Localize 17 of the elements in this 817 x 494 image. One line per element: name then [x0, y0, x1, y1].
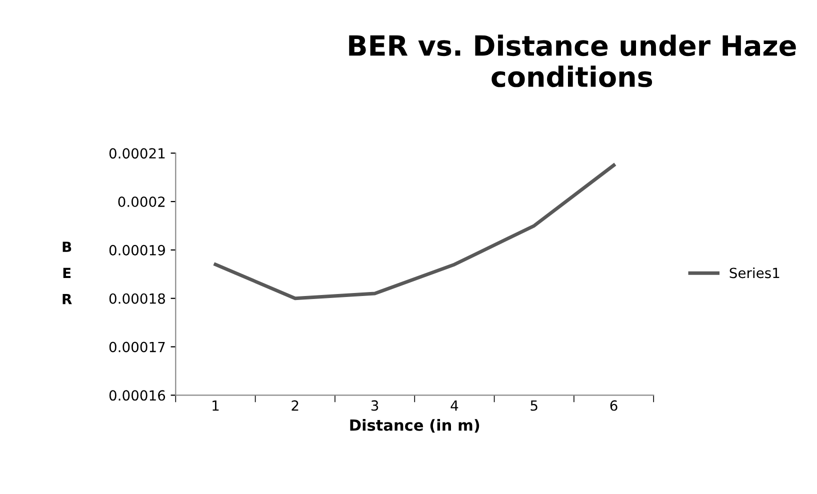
x-tick-label: 1	[212, 400, 219, 411]
y-tick-label: 0.00016	[109, 390, 166, 401]
x-tick-label: 6	[610, 400, 618, 411]
x-axis-title: Distance (in m)	[350, 419, 480, 433]
chart-title: BER vs. Distance under Haze conditions	[349, 34, 796, 88]
y-axis-title: BER	[62, 242, 72, 304]
line-series	[214, 164, 616, 300]
x-tick-label: 5	[530, 400, 538, 411]
legend-label: Series1	[730, 267, 780, 278]
y-tick-label: 0.00021	[109, 148, 165, 159]
x-tick-label: 2	[292, 400, 298, 411]
x-tick-label: 4	[450, 400, 458, 411]
y-tick-label: 0.00019	[109, 244, 165, 256]
x-tick-label: 3	[371, 400, 378, 411]
y-tick-label: 0.0002	[118, 196, 165, 208]
y-tick-label: 0.00018	[109, 293, 165, 304]
y-tick-label: 0.00017	[109, 342, 165, 352]
